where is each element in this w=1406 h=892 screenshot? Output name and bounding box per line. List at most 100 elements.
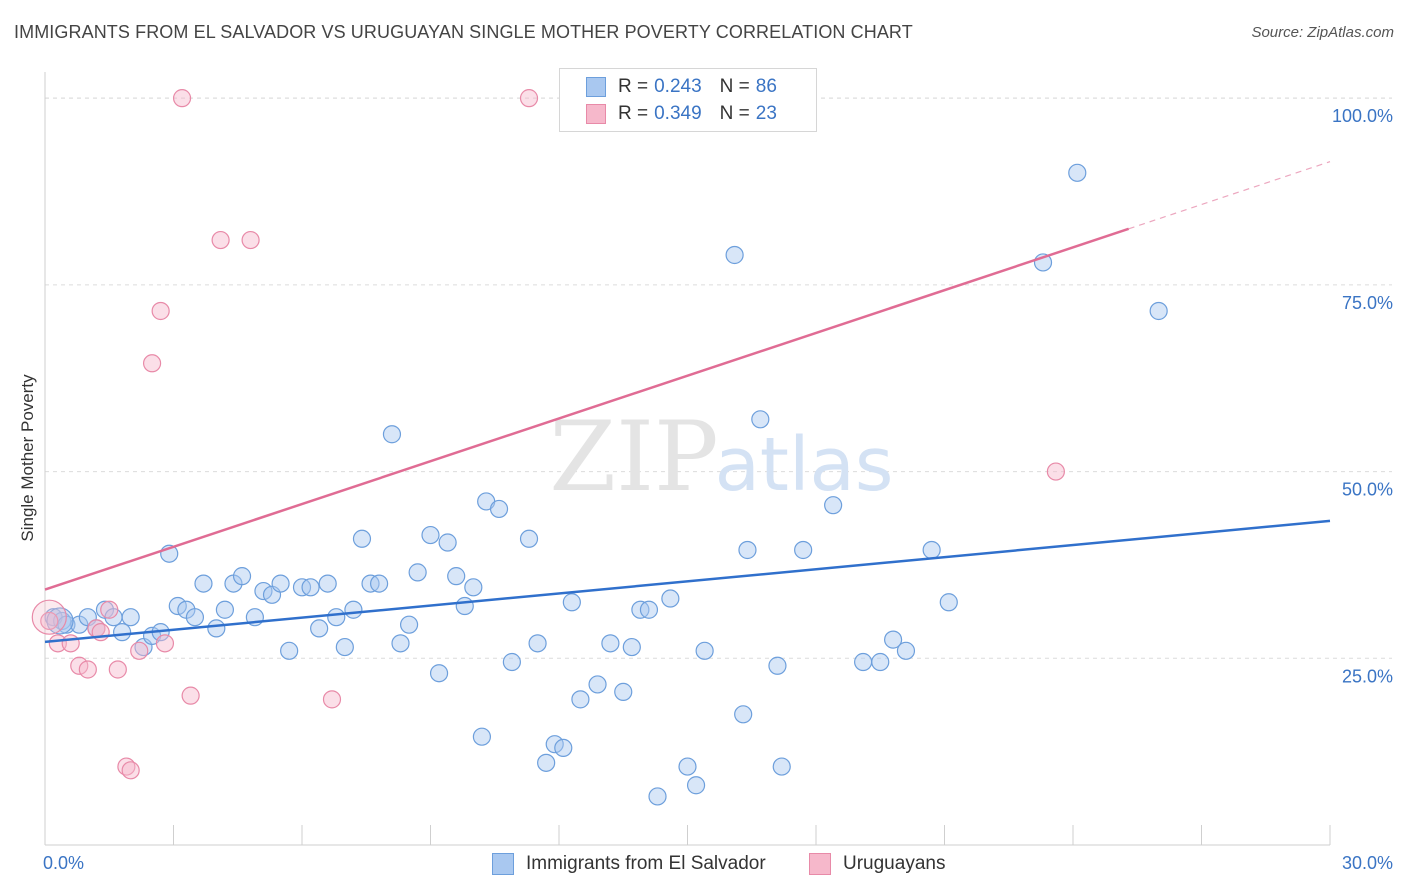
data-point-uruguayans-cluster [31,599,67,635]
data-point-uruguayans [322,690,342,709]
data-point-immigrants [399,615,419,634]
data-point-immigrants [447,567,466,586]
data-point-immigrants [335,637,354,657]
data-point-immigrants [429,664,449,683]
trend-line-immigrants [44,519,1331,644]
data-point-immigrants [537,753,556,772]
data-point-immigrants [207,619,226,638]
data-point-uruguayans [100,600,119,619]
legend-n-label: N = [719,103,750,124]
y-tick-label: 100.0% [1332,106,1393,126]
data-point-immigrants [280,641,299,660]
data-point-immigrants [751,410,770,429]
series-uruguayans-points [31,89,1065,780]
data-point-immigrants [939,593,958,612]
legend-r-value: 0.349 [654,103,702,124]
data-point-uruguayans [40,611,59,631]
data-point-immigrants [327,608,346,627]
data-point-immigrants [554,738,573,758]
data-point-uruguayans [241,230,260,250]
legend-n-value: 23 [755,103,777,124]
data-point-immigrants [614,682,633,701]
data-point-immigrants [194,574,213,593]
watermark-atlas: atlas [715,422,894,508]
data-point-immigrants [922,540,941,560]
data-point-immigrants [318,574,337,593]
data-point-immigrants [455,596,474,616]
legend-r-value: 0.243 [654,76,702,97]
chart-title: IMMIGRANTS FROM EL SALVADOR VS URUGUAYAN… [14,22,913,42]
data-point-immigrants [562,593,581,612]
data-point-immigrants [686,776,706,795]
legend-r-label: R = [618,76,649,97]
x-tick-label: 30.0% [1342,853,1393,873]
data-point-immigrants [344,600,363,619]
data-point-uruguayans [78,660,97,679]
bottom-legend-label-immigrants: Immigrants from El Salvador [526,853,766,874]
trend-line-uruguayans-extension [1128,161,1331,230]
data-point-immigrants [768,656,787,675]
data-point-immigrants [310,619,329,638]
data-point-immigrants [648,787,667,806]
data-point-immigrants [489,499,509,519]
data-point-uruguayans [121,761,140,780]
x-tick-label: 0.0% [43,853,84,873]
data-point-uruguayans [61,634,80,653]
data-point-immigrants [601,634,620,653]
data-point-immigrants [772,757,791,776]
data-point-immigrants [695,641,714,660]
data-point-immigrants [502,652,521,672]
data-point-uruguayans [172,89,192,108]
legend-r-label: R = [618,103,649,124]
trend-lines [44,161,1331,644]
data-point-uruguayans [130,641,149,660]
data-point-immigrants [794,540,813,560]
legend-n-value: 86 [755,76,777,97]
data-point-immigrants [370,574,389,593]
data-point-immigrants [854,652,873,672]
data-point-immigrants [661,589,680,608]
data-point-immigrants [301,578,320,597]
data-point-immigrants [738,540,757,560]
data-point-immigrants [824,496,843,515]
data-point-immigrants [421,525,440,545]
data-point-immigrants [464,578,483,597]
bottom-legend-label-uruguayans: Uruguayans [843,853,946,874]
data-point-immigrants [121,608,140,627]
data-point-immigrants [588,675,607,694]
data-point-immigrants [725,245,744,265]
data-point-immigrants [622,637,641,657]
data-point-uruguayans [1046,462,1065,481]
data-point-immigrants [896,641,916,660]
data-point-immigrants [734,705,753,724]
legend-row-uruguayans: R = 0.349 N = 23 [586,101,777,127]
source-credit: Source: ZipAtlas.com [1251,24,1394,41]
data-point-uruguayans [519,89,539,108]
data-point-immigrants [678,757,697,776]
data-point-immigrants [883,630,903,649]
bottom-legend-uruguayans: Uruguayans [809,852,945,876]
data-point-uruguayans [108,660,127,679]
data-point-immigrants [1068,163,1087,182]
legend-swatch-immigrants [586,77,606,97]
data-point-immigrants [232,567,252,586]
bottom-legend-swatch-uruguayans [809,853,831,875]
legend-swatch-uruguayans [586,104,606,124]
data-point-immigrants [391,634,410,653]
trend-line-uruguayans [44,227,1130,591]
data-point-immigrants [472,727,491,746]
data-point-immigrants [408,563,427,582]
watermark: ZIP atlas [549,401,893,513]
data-point-immigrants [112,623,132,642]
legend-box: R = 0.243 N = 86 R = 0.349 N = 23 [559,68,817,132]
axes [44,72,1331,846]
legend-n-label: N = [719,76,750,97]
y-tick-label: 50.0% [1342,480,1393,500]
y-tick-label: 75.0% [1342,293,1393,313]
data-point-uruguayans [181,686,200,705]
legend-row-immigrants: R = 0.243 N = 86 [586,74,777,100]
data-point-uruguayans [151,301,170,321]
data-point-uruguayans [155,634,175,653]
data-point-immigrants [519,529,539,548]
